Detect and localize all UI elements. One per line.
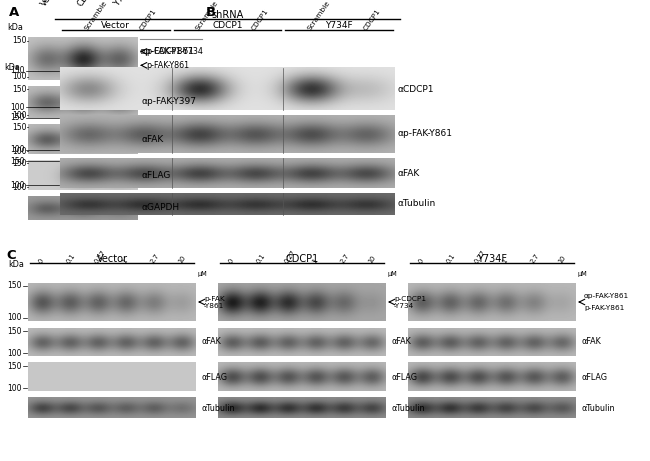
Text: 10: 10 [367, 254, 377, 265]
Text: 0.27: 0.27 [473, 249, 487, 265]
Text: 1: 1 [311, 258, 318, 265]
Text: αGAPDH: αGAPDH [141, 203, 179, 213]
Text: 150: 150 [12, 123, 27, 131]
Text: 100: 100 [12, 72, 27, 82]
Text: 150: 150 [8, 361, 22, 371]
Text: 1: 1 [501, 258, 508, 265]
Text: A: A [9, 6, 20, 19]
Text: 10: 10 [557, 254, 567, 265]
Text: Scramble: Scramble [306, 0, 332, 32]
Text: 100: 100 [12, 183, 27, 191]
Text: Y734F: Y734F [112, 0, 135, 8]
Text: Vector: Vector [101, 21, 130, 30]
Text: 100: 100 [8, 349, 22, 357]
Text: 0.1: 0.1 [255, 253, 266, 265]
Text: Y734F: Y734F [326, 21, 353, 30]
Text: αFAK: αFAK [391, 337, 411, 347]
Text: kDa: kDa [7, 23, 23, 32]
Text: 100: 100 [10, 102, 25, 112]
Text: 0.27: 0.27 [283, 249, 296, 265]
Text: 0.1: 0.1 [445, 253, 456, 265]
Text: 1: 1 [121, 258, 128, 265]
Text: CDCP1: CDCP1 [285, 254, 318, 264]
Text: shRNA: shRNA [211, 10, 244, 20]
Text: B: B [206, 6, 216, 19]
Text: 150: 150 [12, 84, 27, 94]
Text: 150: 150 [12, 159, 27, 167]
Text: 150: 150 [8, 326, 22, 336]
Text: 0.27: 0.27 [93, 249, 107, 265]
Text: 2.7: 2.7 [149, 253, 160, 265]
Text: αFLAG: αFLAG [141, 171, 170, 179]
Text: p-CDCP1-Y734: p-CDCP1-Y734 [146, 47, 203, 56]
Text: 2.7: 2.7 [339, 253, 350, 265]
Text: αFAK: αFAK [141, 135, 163, 143]
Text: αTubulin: αTubulin [398, 200, 436, 208]
Text: CDCP1: CDCP1 [213, 21, 242, 30]
Text: CDCP1: CDCP1 [362, 8, 382, 32]
Text: αTubulin: αTubulin [201, 403, 235, 413]
Text: Vector: Vector [96, 254, 127, 264]
Text: αCDCP1: αCDCP1 [398, 84, 434, 94]
Text: p-FAK-Y861: p-FAK-Y861 [146, 61, 189, 70]
Text: αp-FAK-Y861: αp-FAK-Y861 [140, 47, 195, 56]
Text: 100: 100 [10, 181, 25, 189]
Text: αFAK: αFAK [581, 337, 601, 347]
Text: Scramble: Scramble [194, 0, 220, 32]
Text: μM: μM [198, 271, 208, 277]
Text: αp-FAK-Y861: αp-FAK-Y861 [584, 293, 629, 299]
Text: p-CDCP1
-Y734: p-CDCP1 -Y734 [394, 296, 426, 308]
Text: kDa: kDa [4, 63, 20, 72]
Text: 100: 100 [12, 111, 27, 119]
Text: 0: 0 [417, 258, 424, 265]
Text: αFAK: αFAK [398, 169, 421, 177]
Text: CDCP1: CDCP1 [250, 8, 270, 32]
Text: Scramble: Scramble [83, 0, 108, 32]
Text: μM: μM [388, 271, 398, 277]
Text: 0: 0 [227, 258, 235, 265]
Text: 100: 100 [8, 384, 22, 392]
Text: 0: 0 [37, 258, 44, 265]
Text: αFAK: αFAK [201, 337, 221, 347]
Text: 150: 150 [10, 156, 25, 165]
Text: 150: 150 [8, 282, 22, 290]
Text: 150: 150 [10, 113, 25, 123]
Text: αFLAG: αFLAG [201, 372, 227, 382]
Text: 150: 150 [10, 66, 25, 76]
Text: 2.7: 2.7 [529, 253, 540, 265]
Text: kDa: kDa [8, 260, 24, 269]
Text: αTubulin: αTubulin [581, 403, 614, 413]
Text: αp-FAK-Y397: αp-FAK-Y397 [141, 97, 196, 106]
Text: p-FAK
-Y861: p-FAK -Y861 [204, 296, 225, 308]
Text: 100: 100 [10, 146, 25, 154]
Text: αTubulin: αTubulin [391, 403, 424, 413]
Text: αFLAG: αFLAG [581, 372, 607, 382]
Text: αFLAG: αFLAG [391, 372, 417, 382]
Text: CDCP1: CDCP1 [75, 0, 101, 8]
Text: Vector: Vector [39, 0, 63, 8]
Text: 100: 100 [12, 147, 27, 155]
Text: C: C [6, 249, 16, 262]
Text: αp-FAK-Y861: αp-FAK-Y861 [398, 130, 453, 138]
Text: μM: μM [578, 271, 588, 277]
Text: Y734F: Y734F [477, 254, 507, 264]
Text: 100: 100 [8, 313, 22, 323]
Text: p-FAK-Y861: p-FAK-Y861 [584, 305, 625, 311]
Text: 10: 10 [177, 254, 187, 265]
Text: 150: 150 [12, 36, 27, 46]
Text: CDCP1: CDCP1 [139, 8, 158, 32]
Text: 0.1: 0.1 [65, 253, 76, 265]
